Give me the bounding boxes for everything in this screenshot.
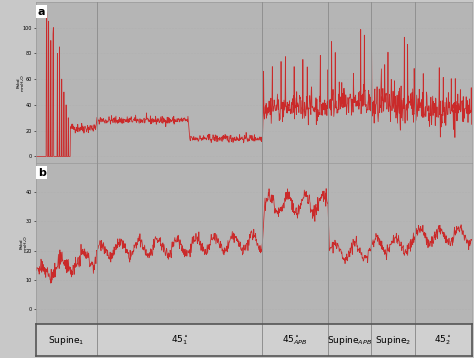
Text: Supine$_{APB}$: Supine$_{APB}$ bbox=[327, 334, 372, 347]
Text: a: a bbox=[38, 7, 45, 16]
Text: Supine$_2$: Supine$_2$ bbox=[375, 334, 411, 347]
Y-axis label: Pabd
mmH₂O: Pabd mmH₂O bbox=[16, 74, 25, 91]
Text: Supine$_1$: Supine$_1$ bbox=[48, 334, 84, 347]
Text: 45$^\circ_2$: 45$^\circ_2$ bbox=[434, 333, 452, 347]
Text: b: b bbox=[38, 168, 46, 178]
Text: 45$^\circ_{APB}$: 45$^\circ_{APB}$ bbox=[282, 333, 308, 347]
Text: 45$^\circ_1$: 45$^\circ_1$ bbox=[171, 333, 188, 347]
Y-axis label: Pabd
mmH₂O: Pabd mmH₂O bbox=[19, 235, 28, 252]
